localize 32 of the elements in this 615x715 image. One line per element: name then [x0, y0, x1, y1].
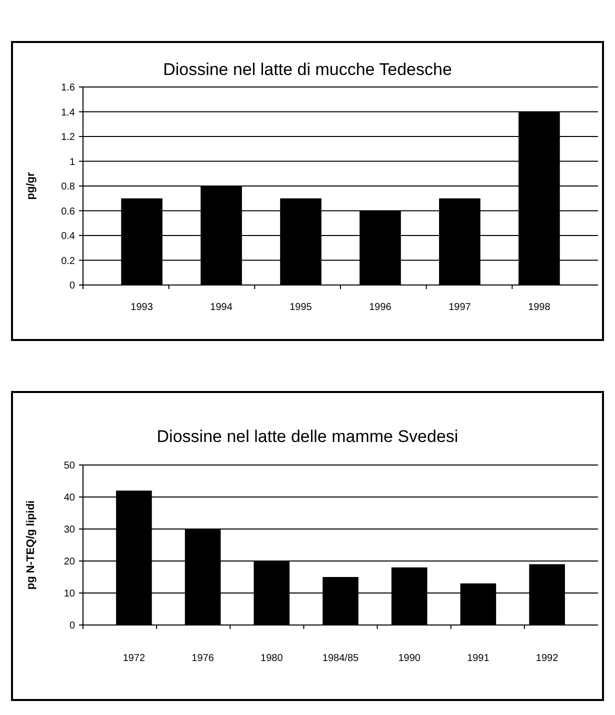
y-tick-label: 1.4	[61, 107, 76, 118]
x-tick-label: 1993	[130, 302, 154, 313]
x-tick-label: 1994	[210, 302, 233, 313]
chart-title: Diossine nel latte delle mamme Svedesi	[156, 427, 458, 446]
chart-title: Diossine nel latte di mucche Tedesche	[163, 60, 452, 79]
x-tick-label: 1992	[536, 653, 559, 664]
y-tick-label: 10	[64, 588, 76, 600]
x-tick-label: 1984/85	[322, 653, 360, 664]
y-tick-label: 20	[64, 556, 76, 568]
y-tick-label: 0.6	[61, 206, 76, 218]
y-tick-label: 0	[69, 620, 76, 632]
y-tick-label: 0	[69, 280, 76, 292]
y-tick-label: 0.8	[61, 182, 76, 192]
y-tick-label: 1	[69, 156, 76, 168]
y-tick-label: 1.2	[61, 132, 76, 143]
x-tick-label: 1991	[467, 653, 490, 664]
y-axis-title: pg N-TEQ/g lipidi	[25, 500, 37, 590]
y-tick-label: 0.2	[61, 256, 76, 267]
y-tick-label: 0.4	[61, 231, 76, 242]
x-tick-label: 1998	[528, 302, 551, 313]
y-tick-label: 50	[64, 460, 76, 472]
x-tick-label: 1997	[448, 302, 472, 313]
x-tick-label: 1976	[192, 653, 214, 664]
x-tick-label: 1995	[290, 302, 312, 313]
x-tick-label: 1972	[122, 653, 146, 664]
x-tick-label: 1996	[369, 302, 392, 313]
y-tick-label: 1.6	[61, 82, 76, 94]
x-tick-label: 1990	[398, 653, 421, 664]
y-tick-label: 30	[64, 524, 76, 536]
x-tick-label: 1980	[260, 653, 284, 664]
y-tick-label: 40	[64, 492, 76, 504]
y-axis-title: pg/gr	[25, 172, 37, 200]
